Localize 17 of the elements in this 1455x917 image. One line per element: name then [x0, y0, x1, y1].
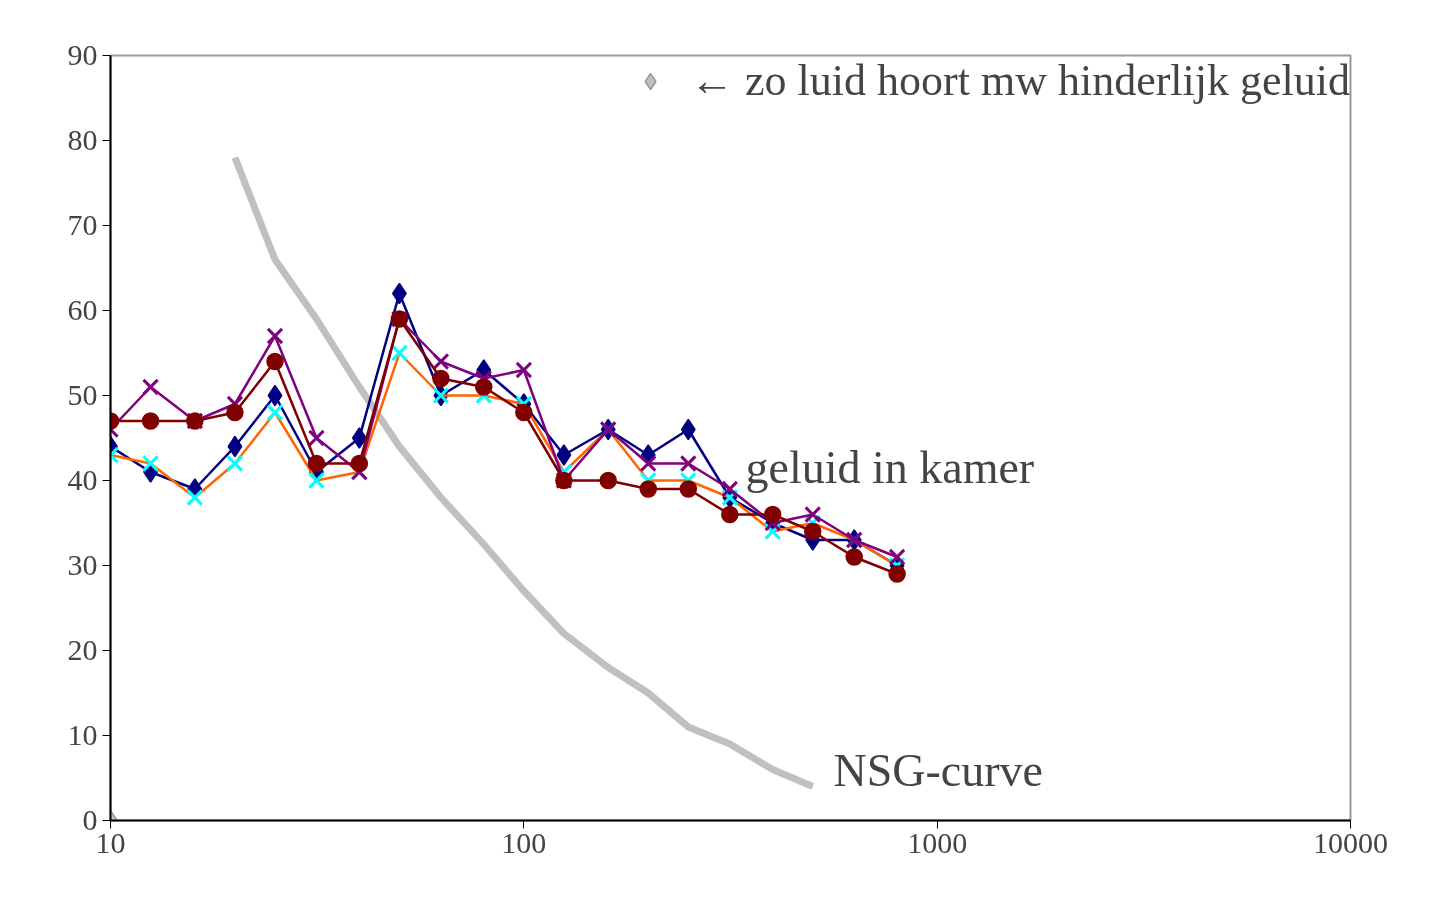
y-tick-label: 20 — [67, 633, 98, 666]
x-tick-label: 10 — [95, 825, 126, 859]
y-tick-label: 50 — [67, 378, 98, 411]
y-tick-label: 30 — [67, 548, 98, 581]
x-tick-label: 10000 — [1313, 825, 1388, 859]
y-tick-label: 10 — [67, 718, 98, 751]
y-tick-label: 80 — [67, 123, 98, 156]
y-tick-label: 0 — [82, 803, 98, 836]
y-tick-label: 40 — [67, 463, 98, 496]
x-tick-label: 100 — [501, 825, 547, 859]
x-tick-label: 1000 — [907, 825, 968, 859]
y-tick-label: 90 — [67, 38, 98, 71]
legend-label: ← zo luid hoort mw hinderlijk geluid — [690, 55, 1350, 106]
annotation: geluid in kamer — [745, 442, 1035, 493]
annotation: NSG-curve — [833, 745, 1043, 796]
y-tick-label: 60 — [67, 293, 98, 326]
y-tick-label: 70 — [67, 208, 98, 241]
